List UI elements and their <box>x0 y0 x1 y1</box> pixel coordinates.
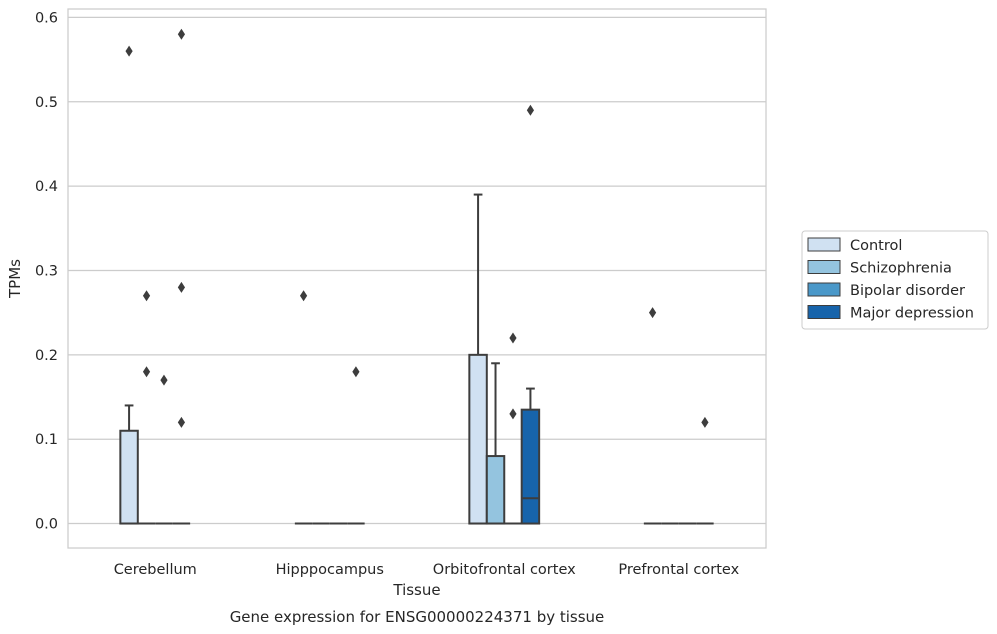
box-group <box>294 290 313 525</box>
y-tick-label: 0.4 <box>35 179 58 195</box>
box-group <box>172 28 191 525</box>
outlier-point <box>177 416 186 428</box>
outlier-point <box>701 416 709 428</box>
legend-swatch <box>807 237 841 252</box>
outlier-point <box>177 28 186 40</box>
x-tick-labels: Cerebellum Hipppocampus Orbitofrontal cort… <box>114 562 740 578</box>
box <box>485 455 506 525</box>
plot-frame <box>67 8 767 549</box>
legend-label: Major depression <box>850 306 974 322</box>
x-tick-label: Orbitofrontal cortex <box>433 562 576 578</box>
legend-label: Bipolar disorder <box>850 283 965 299</box>
outlier-point <box>509 332 517 344</box>
box-group <box>485 362 506 525</box>
plot-boxes <box>119 28 714 525</box>
y-tick-label: 0.2 <box>35 348 58 364</box>
x-tick-label: Hipppocampus <box>276 562 384 578</box>
legend-entry: Major depression <box>807 305 974 322</box>
x-tick-label: Prefrontal cortex <box>618 562 739 578</box>
x-axis-label: Tissue <box>392 581 440 599</box>
outlier-point <box>160 374 168 386</box>
outlier-point <box>177 281 186 293</box>
outlier-point <box>648 307 657 319</box>
y-tick-label: 0.1 <box>35 432 58 448</box>
legend-entry: Schizophrenia <box>807 260 952 277</box>
y-tick-label: 0.5 <box>35 95 58 111</box>
box-group <box>468 193 488 525</box>
box <box>520 408 541 525</box>
legend-entry: Control <box>807 237 902 254</box>
legend-swatch <box>807 282 841 297</box>
box <box>119 429 139 525</box>
outlier-point <box>526 104 535 116</box>
box-group <box>504 332 522 525</box>
y-tick-labels: 0.0 0.1 0.2 0.3 0.4 0.5 0.6 <box>35 10 58 532</box>
box-group <box>643 307 662 525</box>
x-tick-label: Cerebellum <box>114 562 197 578</box>
outlier-point <box>142 366 151 378</box>
y-tick-label: 0.3 <box>35 263 58 279</box>
legend-entry: Bipolar disorder <box>807 282 965 299</box>
outlier-point <box>352 366 360 378</box>
box-group <box>696 416 714 525</box>
legend-label: Control <box>850 238 902 254</box>
box-group <box>347 366 365 525</box>
outlier-point <box>125 45 133 57</box>
legend-frame <box>801 230 989 330</box>
box-group <box>520 104 541 525</box>
y-tick-label: 0.6 <box>35 10 58 26</box>
outlier-point <box>509 408 517 420</box>
box <box>468 353 488 525</box>
legend-swatch <box>807 260 841 274</box>
box-group <box>119 45 139 525</box>
y-tick-label: 0.0 <box>35 517 58 533</box>
outlier-point <box>142 290 151 302</box>
legend: Control Schizophrenia Bipolar disorder Majo… <box>801 230 989 330</box>
legend-swatch <box>807 305 841 319</box>
grid-lines <box>68 16 766 525</box>
y-axis-label: TPMs <box>6 259 24 299</box>
chart-caption: Gene expression for ENSG00000224371 by t… <box>230 608 605 626</box>
box-group <box>155 374 173 525</box>
outlier-point <box>299 290 308 302</box>
box-group <box>137 290 156 525</box>
legend-label: Schizophrenia <box>850 261 952 277</box>
